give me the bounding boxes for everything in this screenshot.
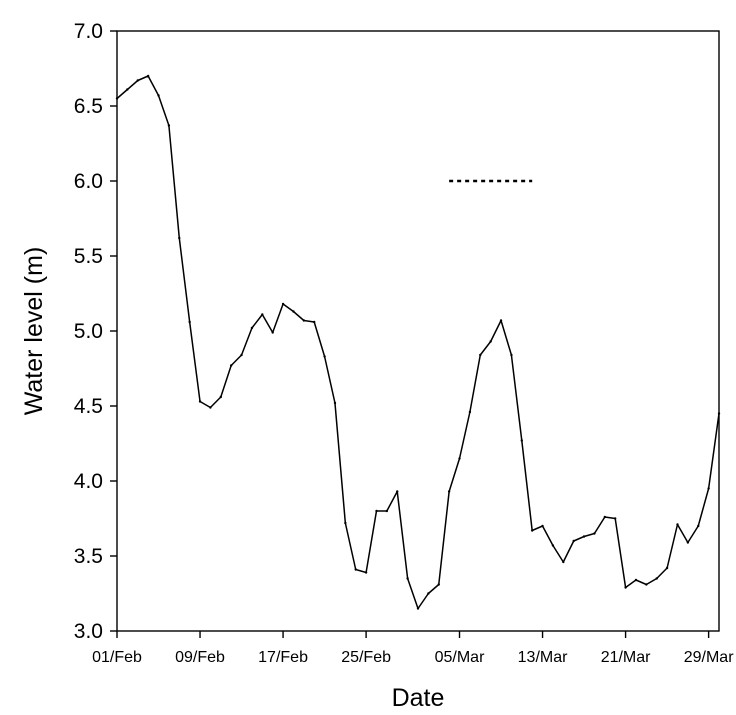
data-point	[240, 353, 243, 357]
x-axis: 01/Feb 09/Feb 17/Feb 25/Feb 05/Mar 13/Mar 21/M…	[92, 631, 734, 666]
data-point	[489, 340, 492, 343]
data-point	[624, 586, 627, 589]
y-tick-label: 5.0	[74, 320, 103, 343]
x-tick-label: 21/Mar	[601, 649, 651, 666]
x-tick-label: 17/Feb	[258, 649, 308, 666]
y-axis: 3.0 3.5 4.0 4.5 5.0 5.5 6.0 6.5 7.0	[74, 20, 117, 643]
data-point	[178, 236, 181, 240]
data-point	[188, 320, 191, 324]
data-point	[136, 79, 139, 82]
plot-area-frame	[116, 30, 720, 632]
x-tick-label: 01/Feb	[92, 649, 142, 666]
data-point	[323, 355, 326, 358]
y-tick-label: 6.5	[74, 95, 103, 118]
data-point	[510, 353, 513, 357]
data-point	[603, 515, 607, 519]
x-tick-label: 13/Mar	[518, 649, 568, 666]
data-point	[655, 577, 658, 580]
y-tick-label: 4.5	[74, 395, 103, 418]
data-point	[344, 521, 347, 525]
data-point	[261, 313, 264, 316]
data-point	[572, 539, 575, 543]
data-point	[302, 319, 306, 322]
data-point	[593, 532, 596, 535]
data-point	[686, 541, 690, 544]
data-point	[447, 490, 451, 493]
data-point	[479, 353, 482, 357]
data-point	[427, 592, 430, 595]
data-point	[333, 401, 337, 405]
data-point	[520, 439, 523, 442]
data-point	[146, 74, 150, 78]
data-point	[541, 524, 544, 528]
y-axis-title: Water level (m)	[20, 247, 48, 416]
y-tick-label: 6.0	[74, 170, 103, 193]
data-point	[437, 583, 440, 586]
data-point	[250, 326, 254, 330]
data-point	[313, 320, 316, 324]
data-point	[406, 577, 409, 580]
data-point	[271, 331, 274, 334]
y-tick-label: 3.5	[74, 545, 103, 568]
y-tick-label: 3.0	[74, 620, 103, 643]
data-point	[614, 517, 617, 520]
data-point	[375, 509, 378, 513]
data-point	[209, 406, 212, 409]
data-point	[396, 490, 399, 493]
data-point	[468, 410, 472, 414]
data-point	[416, 607, 420, 610]
data-point	[676, 523, 679, 526]
data-point	[717, 412, 721, 415]
data-point	[645, 583, 648, 586]
data-point	[499, 319, 503, 322]
data-point	[167, 124, 171, 127]
y-tick-label: 5.5	[74, 245, 103, 268]
x-tick-label: 25/Feb	[341, 649, 391, 666]
y-tick-label: 4.0	[74, 470, 103, 493]
data-point	[219, 395, 222, 399]
data-points	[115, 74, 721, 610]
x-axis-title: Date	[392, 684, 445, 712]
data-point	[707, 487, 710, 490]
x-tick-label: 09/Feb	[175, 649, 225, 666]
water-level-series-line	[116, 75, 720, 610]
data-point	[364, 571, 368, 574]
data-point	[115, 97, 119, 100]
data-point	[562, 560, 565, 564]
data-point	[292, 310, 295, 313]
data-point	[458, 457, 461, 460]
data-point	[385, 509, 389, 513]
data-point	[634, 578, 638, 582]
data-point	[126, 88, 129, 91]
data-point	[551, 544, 555, 547]
data-point	[582, 535, 586, 538]
data-point	[697, 524, 700, 528]
data-point	[665, 566, 669, 570]
data-point	[198, 400, 202, 403]
data-point	[229, 364, 233, 367]
data-point	[157, 94, 160, 97]
x-tick-label: 05/Mar	[435, 649, 485, 666]
data-point	[530, 529, 534, 532]
y-tick-label: 7.0	[74, 20, 103, 43]
data-point	[281, 302, 285, 306]
data-point	[354, 568, 357, 571]
x-tick-label: 29/Mar	[684, 649, 734, 666]
